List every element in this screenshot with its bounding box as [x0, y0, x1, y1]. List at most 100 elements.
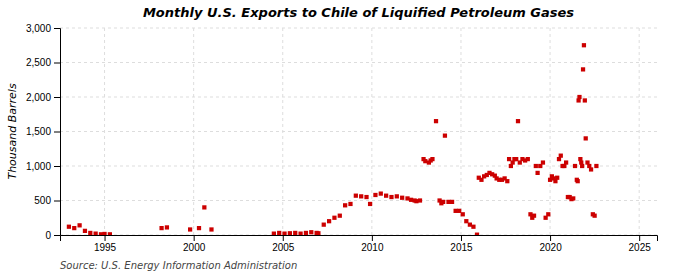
- y-tick: 1,000: [26, 161, 60, 172]
- point: [559, 154, 563, 158]
- point: [555, 176, 559, 180]
- point: [471, 225, 475, 229]
- point: [298, 231, 302, 235]
- x-tick-label: 2020: [539, 242, 562, 253]
- point: [327, 219, 331, 223]
- x-tick: 2005: [272, 235, 295, 253]
- x-tick-label: 2025: [629, 242, 652, 253]
- y-tick: 0: [45, 230, 60, 241]
- point: [534, 164, 538, 168]
- point: [322, 223, 326, 227]
- point: [364, 195, 368, 199]
- point: [384, 194, 388, 198]
- x-tick-label: 2015: [450, 242, 473, 253]
- x-tick: 2010: [361, 235, 384, 253]
- point: [354, 194, 358, 198]
- x-tick-label: 2005: [272, 242, 295, 253]
- grid-line: [460, 28, 461, 235]
- x-axis: 1995 2000 2005 2010 2015 2020 2025: [61, 235, 658, 253]
- point: [450, 200, 454, 204]
- point: [564, 160, 568, 164]
- point: [94, 231, 98, 235]
- point: [546, 212, 550, 216]
- x-tick-mark: [283, 235, 284, 241]
- point: [72, 226, 76, 230]
- point: [282, 231, 286, 235]
- point: [368, 202, 372, 206]
- x-axis-line: [61, 236, 658, 242]
- y-tick: 500: [34, 195, 60, 206]
- grid-line: [60, 131, 657, 132]
- point: [571, 196, 575, 200]
- point: [209, 227, 213, 231]
- point: [108, 232, 112, 235]
- point: [277, 231, 281, 235]
- y-tick-label: 2,500: [26, 57, 51, 68]
- point: [475, 233, 479, 235]
- plot: 1995 2000 2005 2010 2015 2020 2025 0 500 1,000 1,5…: [26, 23, 658, 253]
- x-tick: 1995: [94, 235, 117, 253]
- y-tick: 2,500: [26, 57, 60, 68]
- point: [526, 157, 530, 161]
- x-tick-label: 2000: [183, 242, 206, 253]
- point: [188, 227, 192, 231]
- x-tick-label: 1995: [94, 242, 117, 253]
- point: [535, 171, 539, 175]
- point: [418, 198, 422, 202]
- point: [77, 223, 81, 227]
- point: [593, 214, 597, 218]
- y-axis-line: [54, 29, 61, 236]
- y-tick-label: 500: [34, 195, 51, 206]
- point: [165, 225, 169, 229]
- grid-line: [60, 166, 657, 167]
- points: [67, 43, 599, 235]
- point: [434, 119, 438, 123]
- x-tick-label: 2010: [361, 242, 384, 253]
- y-tick-label: 2,000: [26, 92, 51, 103]
- x-tick-mark: [461, 235, 462, 241]
- x-tick-mark: [639, 235, 640, 241]
- grid-line: [60, 62, 657, 63]
- point: [338, 214, 342, 218]
- point: [359, 194, 363, 198]
- point: [594, 164, 598, 168]
- point: [348, 202, 352, 206]
- y-axis-title: Thousand Barrels: [6, 83, 19, 179]
- point: [309, 230, 313, 234]
- source: Source: U.S. Energy Information Administ…: [60, 260, 297, 271]
- title: Monthly U.S. Exports to Chile of Liquifi…: [143, 5, 574, 20]
- point: [580, 164, 584, 168]
- grid-line: [550, 28, 551, 235]
- point: [541, 160, 545, 164]
- grid-line: [60, 28, 657, 29]
- point: [582, 43, 586, 47]
- point: [373, 193, 377, 197]
- y-tick: 1,500: [26, 126, 60, 137]
- point: [332, 216, 336, 220]
- x-tick: 2025: [629, 235, 652, 253]
- y-tick-label: 1,000: [26, 161, 51, 172]
- point: [389, 195, 393, 199]
- y-tick: 3,000: [26, 23, 60, 34]
- y-tick-label: 3,000: [26, 23, 51, 34]
- point: [577, 95, 581, 99]
- grid-line: [60, 200, 657, 201]
- point: [304, 231, 308, 235]
- point: [573, 164, 577, 168]
- point: [430, 157, 434, 161]
- x-tick-mark: [372, 235, 373, 241]
- point: [576, 179, 580, 183]
- point: [441, 200, 445, 204]
- point: [532, 214, 536, 218]
- point: [102, 232, 106, 235]
- point: [583, 98, 587, 102]
- x-tick-mark: [105, 235, 106, 241]
- point: [461, 212, 465, 216]
- x-tick: 2000: [183, 235, 206, 253]
- point: [589, 167, 593, 171]
- point: [159, 226, 163, 230]
- point: [288, 231, 292, 235]
- point: [316, 231, 320, 235]
- y-tick-mark: [54, 63, 60, 64]
- point: [584, 136, 588, 140]
